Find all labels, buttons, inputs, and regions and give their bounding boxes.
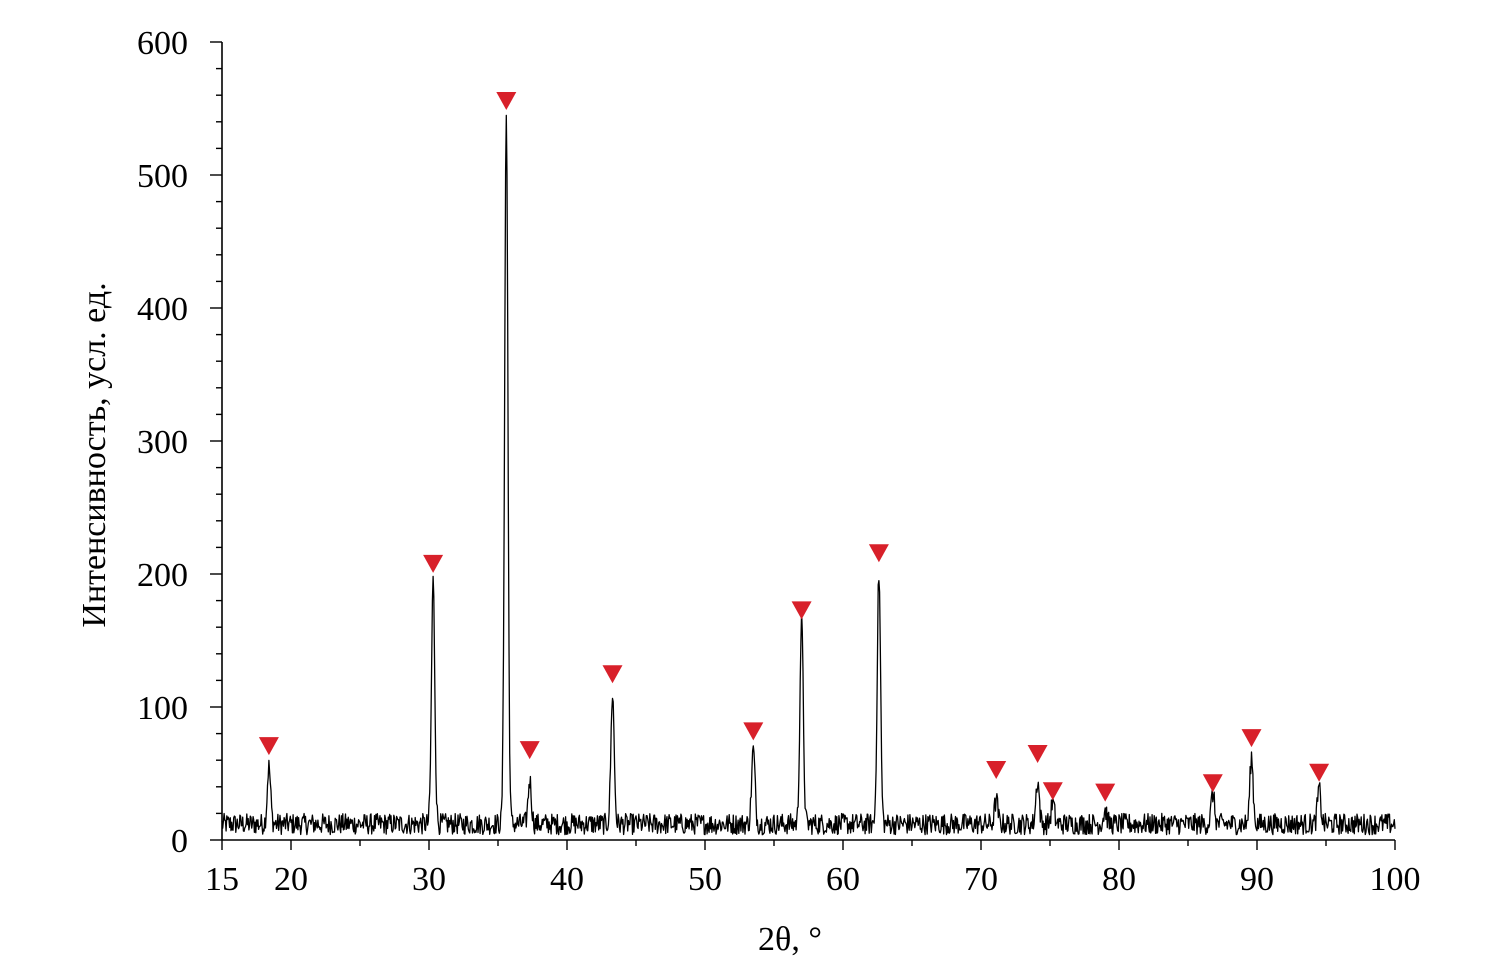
peak-marker-triangle: [602, 665, 623, 684]
x-tick-label: 100: [1370, 861, 1421, 898]
diffraction-series-line: [221, 114, 1396, 836]
x-tick-label: 60: [826, 861, 860, 898]
peak-marker-triangle: [1241, 729, 1262, 748]
y-tick-label: 0: [171, 823, 188, 860]
x-tick-label: 15: [205, 861, 239, 898]
x-tick-label: 30: [412, 861, 446, 898]
peak-marker-triangle: [1202, 774, 1223, 793]
peak-marker-triangle: [258, 737, 279, 756]
peak-marker-triangle: [423, 554, 444, 573]
y-tick-label: 500: [137, 158, 188, 195]
x-axis-ticks: 15 20 30 40 50 60 70 80 90 100: [205, 840, 1421, 898]
peak-marker-triangle: [1027, 745, 1048, 763]
peak-marker-triangle: [496, 92, 517, 110]
x-tick-label: 50: [688, 861, 722, 898]
x-axis-title: 2θ, °: [758, 921, 822, 958]
y-tick-label: 600: [137, 25, 188, 62]
x-tick-label: 70: [964, 861, 998, 898]
peak-marker-triangle: [1095, 783, 1116, 802]
peak-marker-triangle: [868, 544, 889, 563]
peak-marker-triangle: [791, 601, 812, 620]
peak-marker-triangle: [986, 761, 1007, 779]
peak-marker-triangle: [743, 722, 764, 741]
y-tick-label: 400: [137, 291, 188, 328]
x-tick-label: 80: [1102, 861, 1136, 898]
y-axis-ticks: 0 100 200 300 400 500 600: [137, 25, 222, 860]
y-axis-title: Интенсивность, усл. ед.: [76, 282, 113, 627]
x-tick-label: 20: [274, 861, 308, 898]
peak-markers: [258, 92, 1330, 802]
peak-marker-triangle: [1309, 763, 1330, 782]
x-tick-label: 90: [1240, 861, 1274, 898]
x-tick-label: 40: [550, 861, 584, 898]
peak-marker-triangle: [1042, 782, 1063, 801]
y-tick-label: 200: [137, 557, 188, 594]
peak-marker-triangle: [519, 741, 540, 760]
y-tick-label: 300: [137, 424, 188, 461]
y-tick-label: 100: [137, 690, 188, 727]
